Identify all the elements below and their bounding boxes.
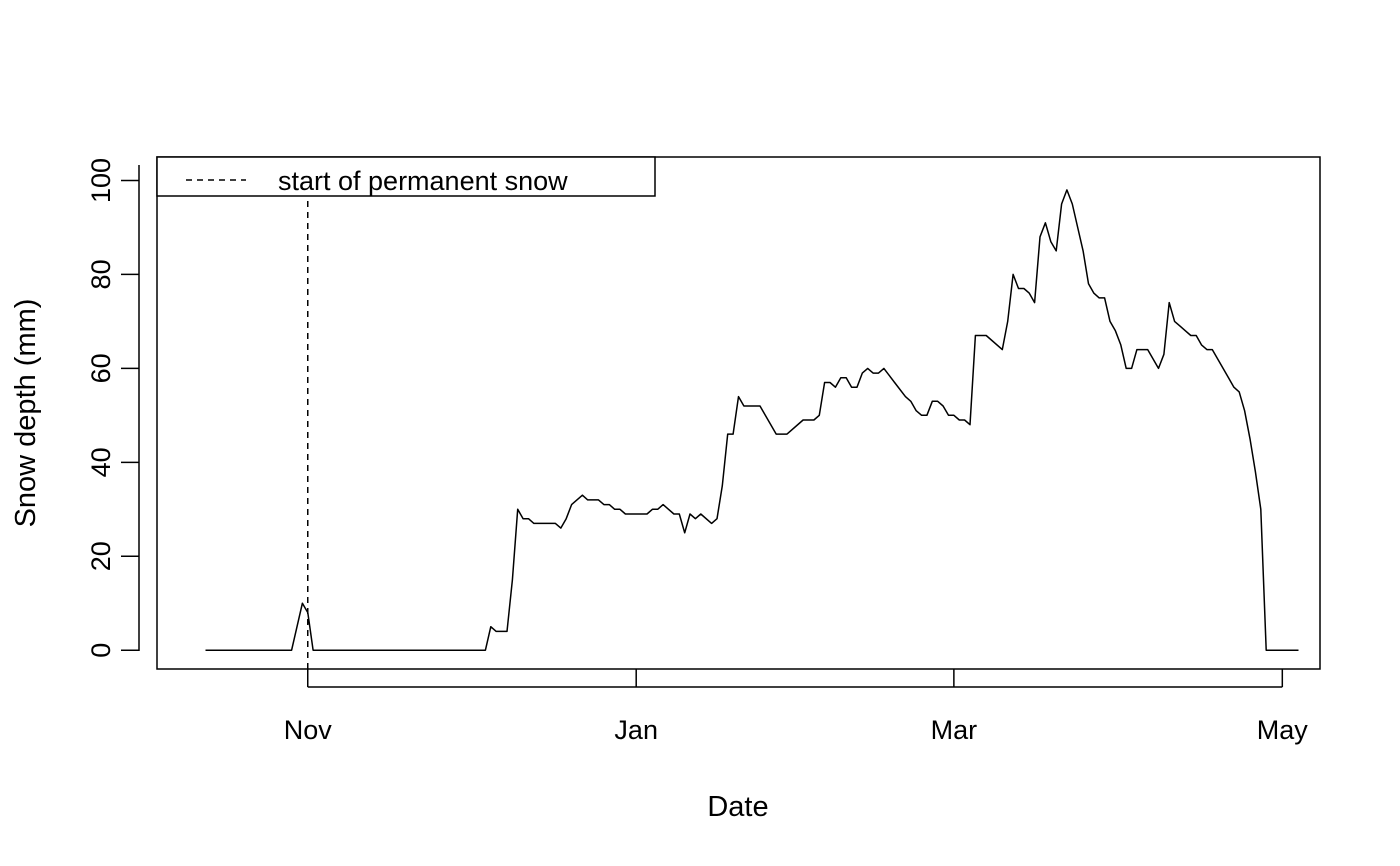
series-layer	[205, 189, 1299, 651]
snow-depth-series-line-0	[205, 189, 1299, 651]
y-axis-label: Snow depth (mm)	[10, 299, 42, 528]
x-tick-label-nov: Nov	[284, 715, 333, 745]
x-tick-label-mar: Mar	[931, 715, 978, 745]
x-axis-ticks: Nov Jan Mar May	[284, 669, 1309, 745]
y-tick-label-60: 60	[86, 353, 116, 383]
legend-box	[156, 156, 656, 197]
legend: start of permanent snow	[156, 156, 656, 197]
y-tick-label-20: 20	[86, 541, 116, 571]
legend-entry-label: start of permanent snow	[278, 166, 568, 196]
y-axis-ticks: 0 20 40 60 80 100	[86, 158, 139, 658]
y-tick-label-40: 40	[86, 447, 116, 477]
y-tick-label-0: 0	[86, 643, 116, 658]
y-tick-label-100: 100	[86, 158, 116, 203]
plot-frame	[156, 156, 1321, 670]
x-tick-label-jan: Jan	[614, 715, 658, 745]
y-tick-label-80: 80	[86, 259, 116, 289]
x-axis-label: Date	[707, 791, 768, 823]
x-tick-label-may: May	[1257, 715, 1309, 745]
